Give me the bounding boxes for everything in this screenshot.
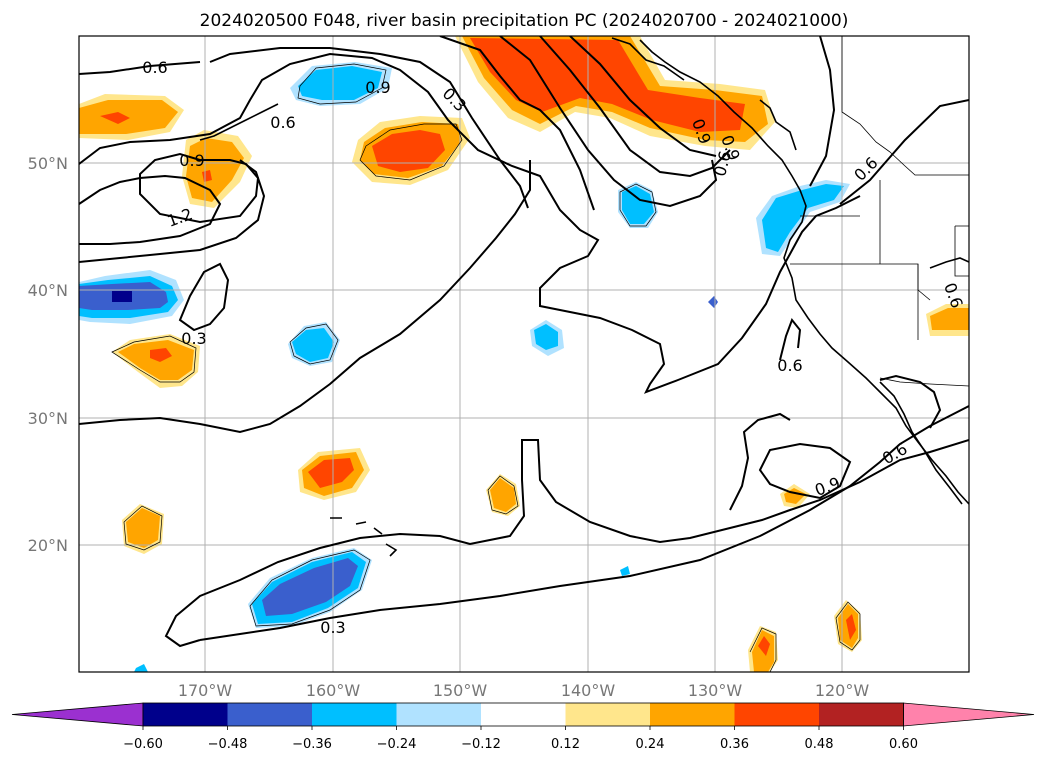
precip-patch-east-mid	[930, 308, 969, 330]
precip-patch-sub3-mid	[490, 478, 516, 512]
precip-patch-sub5-strong	[758, 636, 770, 656]
contour-label: 0.9	[365, 78, 390, 97]
colorbar-segment	[396, 703, 481, 726]
contour-line	[178, 262, 230, 332]
contour-line	[758, 442, 852, 500]
colorbar-tick-label: 0.36	[720, 737, 749, 752]
map-frame	[78, 35, 970, 673]
contour-label: 0.3	[320, 618, 345, 637]
precip-patch-westpac-max	[112, 291, 132, 302]
colorbar-segment	[565, 703, 650, 726]
contour-line	[79, 160, 531, 434]
map-panel: 0.6 0.9 0.3 0.6 0.9 1.2 0.3 0.9 0.6 0.9 …	[79, 36, 969, 672]
lon-label: 150°W	[433, 681, 488, 700]
contour-line	[209, 47, 529, 209]
bc-islands	[759, 99, 797, 151]
contour-line	[779, 318, 802, 361]
precip-patch-hi-strong	[150, 348, 172, 362]
precip-patch-alaska-mid	[298, 66, 382, 100]
contour-line	[164, 439, 969, 648]
contour-label: 0.9	[179, 151, 204, 170]
contour-line	[79, 159, 266, 263]
lon-label: 170°W	[178, 681, 233, 700]
colorbar-tick-label: 0.60	[889, 737, 918, 752]
map-title: 2024020500 F048, river basin precipitati…	[200, 11, 849, 31]
colorbar-tick-label: 0.12	[551, 737, 580, 752]
lon-label: 140°W	[561, 681, 616, 700]
colorbar: −0.60 −0.48 −0.36 −0.24 −0.12 0.12 0.24 0.36 0.4…	[11, 702, 1035, 752]
longitude-labels: 170°W 160°W 150°W 140°W 130°W 120°W	[178, 681, 870, 700]
precip-patch-bering-mid	[79, 100, 178, 134]
precip-patch-center-mid	[292, 328, 334, 362]
colorbar-tick-label: −0.48	[208, 737, 248, 752]
precip-patch-sub1-strong	[308, 458, 354, 488]
contours	[79, 36, 969, 648]
patch-outlines	[111, 63, 861, 672]
contour-label: 0.6	[270, 113, 295, 132]
colorbar-extend-max	[903, 702, 1035, 727]
aleutian-chain	[199, 103, 279, 141]
colorbar-tick-label: −0.60	[123, 737, 163, 752]
colorbar-tick-label: −0.24	[377, 737, 417, 752]
lat-label: 30°N	[28, 409, 68, 428]
colorbar-segment	[227, 703, 312, 726]
alaska-coast	[611, 37, 685, 81]
contour-line	[809, 36, 836, 187]
precip-patch-trop-strong	[262, 558, 358, 616]
colorbar-extend-min	[11, 702, 144, 727]
precip-patch-tiny2	[620, 566, 630, 576]
colorbar-segment	[481, 703, 566, 726]
precip-patch-small-mid	[534, 324, 558, 350]
colorbar-segment	[312, 703, 397, 726]
contour-line	[879, 374, 942, 429]
colorbar-tick-label: 0.24	[636, 737, 665, 752]
graticule	[79, 36, 969, 672]
lon-label: 120°W	[815, 681, 870, 700]
precip-patch-bering-strong	[100, 112, 130, 124]
contour-line	[569, 36, 717, 157]
contour-line	[79, 52, 861, 394]
colorbar-segment	[650, 703, 735, 726]
ocean-background	[79, 36, 969, 672]
colorbar-tick-label: −0.12	[461, 737, 501, 752]
baja-coast	[879, 381, 963, 505]
contour-line	[839, 99, 969, 205]
precip-patch-sub6-strong	[846, 614, 856, 640]
precip-patch-midpac-mid	[622, 186, 654, 224]
colorbar-tick-label: 0.48	[805, 737, 834, 752]
colorbar-tick-label: −0.36	[292, 737, 332, 752]
lon-label: 130°W	[688, 681, 743, 700]
coastlines	[199, 37, 969, 557]
colorbar-segment	[734, 703, 819, 726]
precip-patch-sub2-mid	[126, 508, 160, 548]
contour-line	[79, 61, 201, 75]
latitude-labels: 50°N 40°N 30°N 20°N	[28, 154, 68, 555]
precip-shading	[79, 36, 969, 672]
lon-label: 160°W	[306, 681, 361, 700]
precip-patch-tiny3	[134, 664, 148, 672]
contour-label: 0.6	[142, 58, 167, 77]
contour-label: 0.6	[777, 356, 802, 375]
contour-line	[729, 412, 791, 511]
contour-line	[439, 36, 595, 211]
lat-label: 20°N	[28, 536, 68, 555]
hawaii-islands	[330, 517, 398, 557]
contour-label: 0.3	[181, 329, 206, 348]
colorbar-segment	[143, 703, 228, 726]
contour-line	[79, 174, 222, 245]
contour-line	[499, 36, 718, 208]
contour-line	[199, 405, 969, 641]
precip-patch-coast-mid	[762, 184, 844, 252]
precip-patch-goa-strong	[372, 130, 445, 172]
mainland-east	[929, 257, 969, 269]
colorbar-frame	[142, 702, 904, 727]
borders	[790, 36, 969, 387]
contour-line	[539, 36, 731, 178]
lat-label: 50°N	[28, 154, 68, 173]
lat-label: 40°N	[28, 281, 68, 300]
north-american-coast	[639, 39, 969, 505]
colorbar-segment	[819, 703, 904, 726]
